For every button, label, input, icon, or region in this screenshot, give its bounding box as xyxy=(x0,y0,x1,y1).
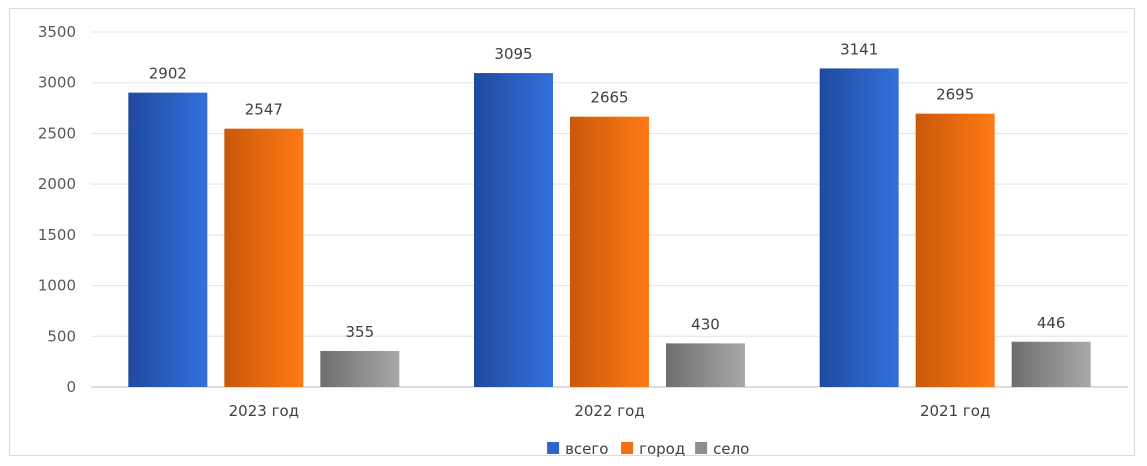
y-axis: 0 500 1000 1500 2000 2500 3000 3500 xyxy=(38,23,76,396)
data-label: 355 xyxy=(346,323,375,341)
y-tick-label: 1500 xyxy=(38,226,76,244)
bar-2-2 xyxy=(570,116,649,387)
legend-label: город xyxy=(639,440,685,458)
bar-1-1 xyxy=(128,92,208,387)
x-tick-label: 2022 год xyxy=(574,402,644,420)
data-label: 3141 xyxy=(840,40,878,58)
bar-1-2 xyxy=(474,73,553,387)
bar-1-3 xyxy=(819,68,899,388)
legend-swatch xyxy=(547,442,560,454)
y-tick-label: 3000 xyxy=(38,74,76,92)
data-label: 2547 xyxy=(245,101,283,119)
data-label: 430 xyxy=(691,315,720,333)
y-tick-label: 0 xyxy=(66,378,76,396)
y-tick-label: 1000 xyxy=(38,277,76,295)
y-tick-label: 2000 xyxy=(38,175,76,193)
y-tick-label: 2500 xyxy=(38,124,76,142)
bar-2-3 xyxy=(915,113,995,388)
x-axis: 2023 год 2022 год 2021 год xyxy=(229,402,991,420)
y-tick-label: 500 xyxy=(47,327,76,345)
legend-swatch xyxy=(621,442,634,454)
legend-label: всего xyxy=(565,440,608,458)
bar-3-3 xyxy=(1011,341,1091,387)
legend: всего город село xyxy=(547,440,749,458)
x-tick-label: 2023 год xyxy=(229,402,299,420)
data-label: 446 xyxy=(1037,314,1066,332)
data-labels: 2902 2547 355 3095 2665 430 3141 2695 446 xyxy=(149,40,1066,341)
legend-label: село xyxy=(713,440,749,458)
data-label: 2695 xyxy=(936,86,974,104)
y-tick-label: 3500 xyxy=(38,23,76,41)
legend-swatch xyxy=(695,442,708,454)
data-label: 3095 xyxy=(494,45,532,63)
data-label: 2665 xyxy=(590,89,628,107)
bars xyxy=(128,68,1091,388)
bar-3-2 xyxy=(666,343,745,387)
bar-2-1 xyxy=(224,128,304,387)
data-label: 2902 xyxy=(149,65,187,83)
x-tick-label: 2021 год xyxy=(920,402,990,420)
bar-3-1 xyxy=(320,350,400,387)
